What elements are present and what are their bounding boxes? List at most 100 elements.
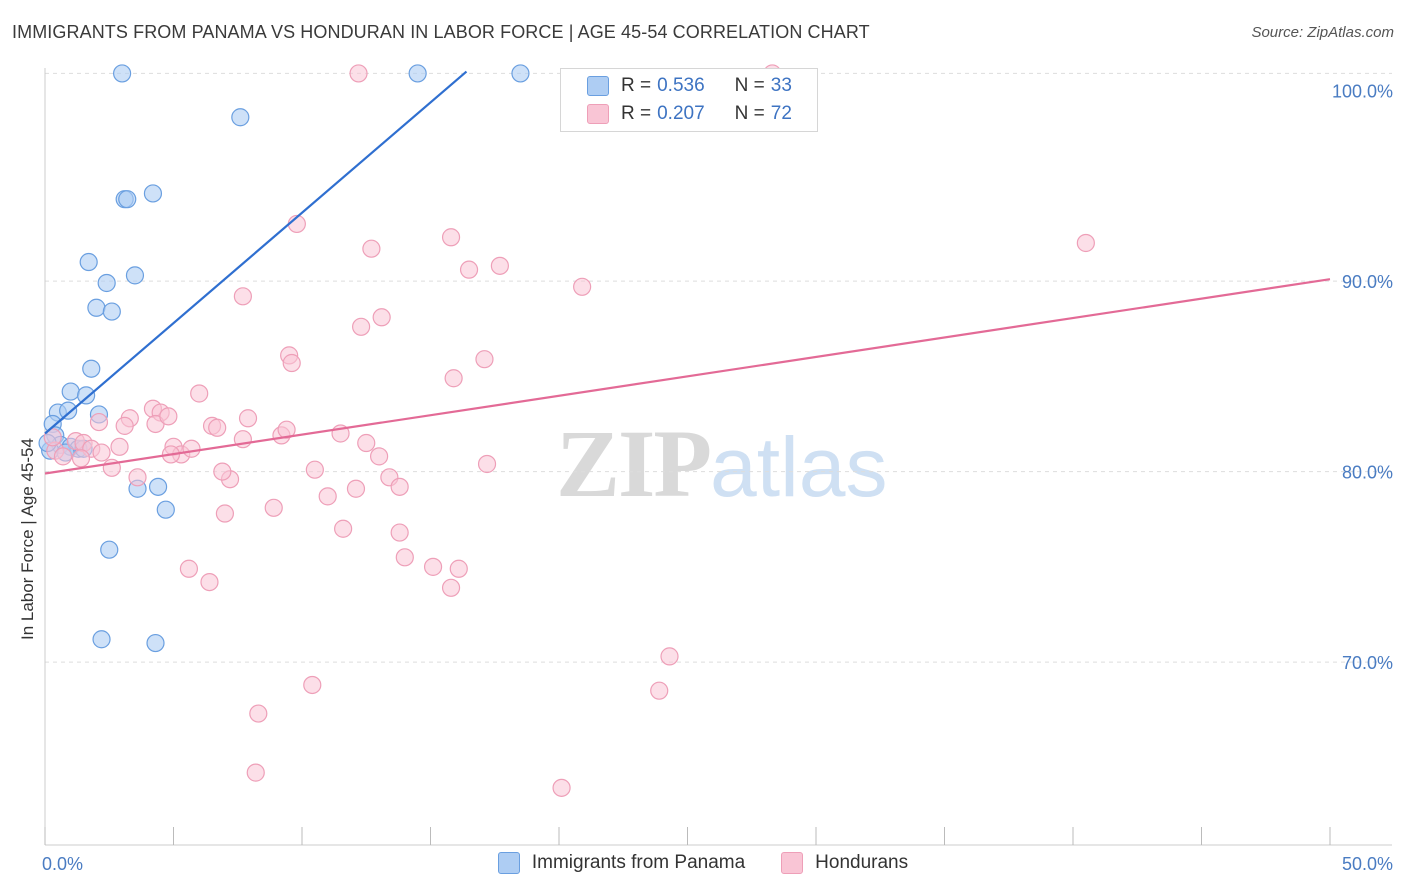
y-tick-label: 70.0% <box>1342 653 1393 673</box>
watermark-zip: ZIP <box>556 410 712 517</box>
x-tick-label: 0.0% <box>42 854 83 874</box>
honduran-point <box>238 409 258 428</box>
honduran-point <box>53 447 73 466</box>
honduran-point <box>92 443 111 462</box>
honduran-point <box>352 317 371 336</box>
honduran-point <box>660 647 679 666</box>
legend-row-panama: R = 0.536 N = 33 <box>587 73 792 99</box>
gridlines <box>45 72 1392 663</box>
panama-point <box>92 630 111 649</box>
legend-r-label: R = <box>621 103 652 124</box>
watermark-atlas: atlas <box>710 420 888 514</box>
panama-point <box>112 64 132 83</box>
honduran-point <box>110 437 129 456</box>
honduran-point <box>303 675 322 695</box>
honduran-point <box>372 308 391 327</box>
series-honduran-points <box>43 64 1095 797</box>
honduran-point <box>43 428 62 447</box>
honduran-point <box>552 778 571 797</box>
trend-lines <box>44 70 1331 475</box>
honduran-point <box>128 468 147 487</box>
honduran-point <box>395 548 414 567</box>
panama-point <box>511 64 530 83</box>
honduran-point <box>159 407 178 426</box>
honduran-point <box>277 420 296 439</box>
honduran-point <box>573 277 592 296</box>
honduran-point <box>441 228 461 247</box>
panama-trend-line <box>44 70 468 435</box>
honduran-point <box>89 412 109 432</box>
panama-point <box>125 266 145 285</box>
panama-point <box>146 633 165 653</box>
legend-r-value: 0.536 <box>657 75 705 96</box>
honduran-point <box>357 433 376 453</box>
panama-point <box>87 298 106 317</box>
honduran-point <box>215 504 234 523</box>
honduran-point <box>305 460 324 479</box>
honduran-trend-line <box>44 278 1331 475</box>
legend-label-hondurans: Hondurans <box>815 852 909 873</box>
honduran-point <box>349 64 368 83</box>
honduran-point <box>650 681 669 700</box>
honduran-point <box>190 384 209 403</box>
honduran-point <box>490 256 509 275</box>
series-legend: Immigrants from Panama Hondurans <box>0 852 1406 874</box>
legend-n-label: N = <box>734 103 765 124</box>
honduran-point <box>449 559 468 578</box>
honduran-point <box>200 572 219 592</box>
panama-point <box>61 382 80 401</box>
legend-item-panama[interactable]: Immigrants from Panama <box>497 852 746 874</box>
axes <box>44 68 1392 846</box>
honduran-point <box>475 350 494 369</box>
honduran-point <box>318 487 337 506</box>
panama-point <box>82 359 101 378</box>
legend-label-panama: Immigrants from Panama <box>531 852 746 873</box>
honduran-point <box>249 704 268 723</box>
legend-item-hondurans[interactable]: Hondurans <box>781 852 908 874</box>
honduran-point <box>246 763 265 782</box>
panama-point <box>118 190 137 209</box>
honduran-point <box>179 559 199 578</box>
honduran-point <box>213 462 232 481</box>
panama-point <box>156 500 175 519</box>
y-tick-label: 100.0% <box>1332 82 1393 102</box>
honduran-point <box>71 449 91 468</box>
source-credit: Source: ZipAtlas.com <box>1251 24 1394 41</box>
honduran-point <box>444 369 463 388</box>
honduran-point <box>182 439 201 458</box>
honduran-point <box>1076 233 1095 253</box>
panama-swatch-icon <box>587 76 609 96</box>
panama-point <box>102 302 121 321</box>
honduran-point <box>346 479 366 498</box>
panama-point <box>231 108 250 127</box>
panama-point <box>79 252 98 272</box>
legend-n-value: 72 <box>770 103 792 124</box>
honduran-point <box>282 353 301 373</box>
honduran-point <box>115 416 134 435</box>
x-tick-label: 50.0% <box>1342 854 1393 874</box>
honduran-point <box>390 523 409 542</box>
panama-point <box>77 386 96 405</box>
honduran-swatch-icon <box>587 104 609 124</box>
legend-row-honduran: R = 0.207 N = 72 <box>587 101 792 127</box>
y-tick-label: 80.0% <box>1342 463 1393 483</box>
honduran-point <box>459 260 479 279</box>
panama-point <box>143 184 163 203</box>
honduran-point <box>233 287 252 306</box>
legend-r-label: R = <box>621 75 652 96</box>
tick-labels: 70.0% 80.0% 90.0% 100.0% 0.0% 50.0% <box>42 82 1393 874</box>
honduran-point <box>264 498 283 517</box>
panama-point <box>148 477 168 496</box>
honduran-point <box>208 418 227 437</box>
honduran-point <box>423 557 443 576</box>
honduran-point <box>390 477 409 496</box>
legend-n-label: N = <box>734 75 765 96</box>
legend-n-value: 33 <box>770 75 792 96</box>
legend-r-value: 0.207 <box>657 103 705 124</box>
panama-square-icon <box>497 852 520 874</box>
honduran-point <box>477 454 497 474</box>
panama-point <box>59 401 78 420</box>
chart-title: IMMIGRANTS FROM PANAMA VS HONDURAN IN LA… <box>12 22 870 42</box>
honduran-point <box>334 519 353 538</box>
